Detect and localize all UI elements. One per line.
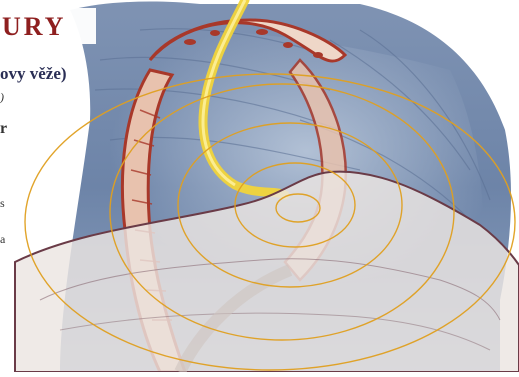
spiral-overlay xyxy=(24,73,516,371)
page-title: URY xyxy=(2,12,67,41)
title-backdrop xyxy=(0,8,96,44)
side-text-fragment: a xyxy=(0,232,6,246)
side-text-fragment: ) xyxy=(0,90,4,104)
side-text-fragment: r xyxy=(0,120,8,137)
membrane-layer xyxy=(14,170,519,373)
side-text-fragment: s xyxy=(0,196,5,210)
page-subtitle: ovy věže) xyxy=(0,64,67,83)
upper-arch xyxy=(148,18,348,63)
